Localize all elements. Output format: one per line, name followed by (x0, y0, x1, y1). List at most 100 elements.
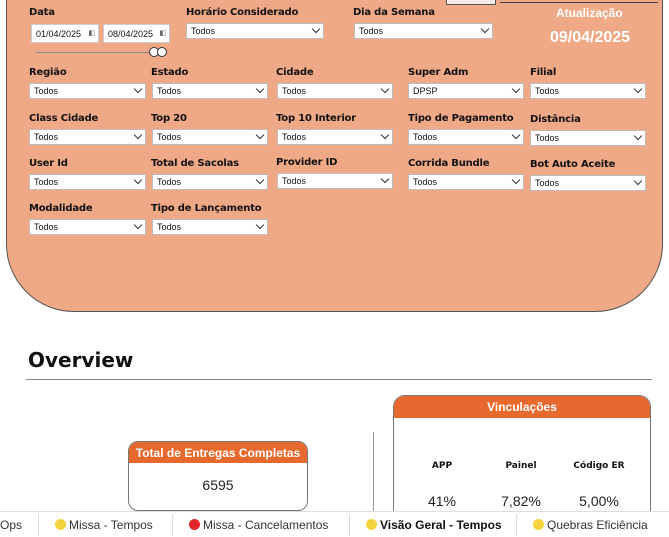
page-tab-bar: Ops Missa - Tempos Missa - Cancelamentos… (0, 511, 669, 537)
provider-id-dropdown[interactable]: Todos (277, 173, 393, 189)
tab-quebras-eficiencia[interactable]: Quebras Eficiência (533, 512, 648, 537)
column-value: 5,00% (579, 493, 619, 509)
dropdown-value: Todos (157, 177, 182, 187)
tipo-pagamento-dropdown[interactable]: Todos (408, 129, 524, 145)
top10-interior-label: Top 10 Interior (276, 113, 356, 124)
horario-label: Horário Considerado (186, 7, 299, 18)
vinculacoes-column-app: APP 41% (402, 461, 482, 509)
chevron-down-icon (133, 84, 143, 94)
dropdown-value: Todos (413, 177, 438, 187)
estado-dropdown[interactable]: Todos (152, 83, 268, 99)
top10-interior-dropdown[interactable]: Todos (277, 129, 393, 145)
tab-label: Missa - Tempos (69, 518, 153, 532)
tab-ops[interactable]: Ops (0, 512, 22, 537)
modalidade-dropdown[interactable]: Todos (29, 219, 146, 235)
top-tab-stub (446, 0, 496, 5)
regiao-dropdown[interactable]: Todos (29, 83, 146, 99)
column-label: APP (431, 461, 453, 471)
tab-missa-tempos[interactable]: Missa - Tempos (55, 512, 153, 537)
date-range-slider[interactable] (36, 52, 154, 53)
super-adm-label: Super Adm (408, 67, 469, 78)
total-sacolas-label: Total de Sacolas (151, 158, 239, 169)
chevron-down-icon (380, 174, 390, 184)
chevron-down-icon (380, 84, 390, 94)
chevron-down-icon (511, 175, 521, 185)
tab-missa-cancelamentos[interactable]: Missa - Cancelamentos (189, 512, 328, 537)
class-cidade-label: Class Cidade (29, 113, 99, 124)
chevron-down-icon (633, 84, 643, 94)
dropdown-value: Todos (34, 132, 59, 142)
tab-separator (38, 514, 39, 536)
entregas-card-value: 6595 (202, 477, 234, 493)
bot-auto-aceite-label: Bot Auto Aceite (530, 159, 616, 170)
top20-label: Top 20 (151, 113, 187, 124)
vinculacoes-card-title: Vinculações (394, 396, 650, 418)
date-end-input[interactable]: 08/04/2025 ◧ (103, 24, 170, 43)
entregas-card-title: Total de Entregas Completas (129, 442, 307, 463)
dropdown-value: Todos (34, 222, 59, 232)
dropdown-value: Todos (413, 132, 438, 142)
dropdown-value: Todos (282, 132, 307, 142)
chevron-down-icon (133, 130, 143, 140)
distancia-dropdown[interactable]: Todos (530, 130, 646, 146)
chevron-down-icon (311, 24, 321, 34)
cidade-dropdown[interactable]: Todos (277, 83, 393, 99)
vinculacoes-column-painel: Painel 7,82% (481, 461, 561, 509)
user-id-label: User Id (29, 158, 68, 169)
tipo-lancamento-dropdown[interactable]: Todos (152, 219, 268, 235)
date-end-value: 08/04/2025 (108, 29, 154, 39)
slider-handle-end[interactable] (157, 47, 167, 57)
filial-dropdown[interactable]: Todos (530, 83, 646, 99)
atualizacao-date: 09/04/2025 (550, 29, 631, 46)
chevron-down-icon (133, 220, 143, 230)
horario-dropdown[interactable]: Todos (186, 23, 324, 39)
status-dot-icon (189, 519, 200, 530)
corrida-bundle-label: Corrida Bundle (408, 158, 490, 169)
tab-visao-geral-tempos[interactable]: Visão Geral - Tempos (366, 512, 502, 537)
chevron-down-icon (133, 175, 143, 185)
tab-separator (516, 514, 517, 536)
vinculacoes-column-codigo-er: Código ER 5,00% (559, 461, 639, 509)
overview-divider (26, 379, 652, 380)
dia-semana-label: Dia da Semana (353, 7, 435, 18)
dropdown-value: Todos (34, 177, 59, 187)
tipo-lancamento-label: Tipo de Lançamento (151, 203, 262, 214)
bot-auto-aceite-dropdown[interactable]: Todos (530, 175, 646, 191)
top20-dropdown[interactable]: Todos (152, 129, 268, 145)
vertical-divider (373, 432, 374, 512)
atualizacao-label: Atualização (556, 6, 623, 20)
total-sacolas-dropdown[interactable]: Todos (152, 174, 268, 190)
chevron-down-icon (633, 131, 643, 141)
super-adm-dropdown[interactable]: DPSP (408, 83, 524, 99)
dropdown-value: DPSP (413, 86, 438, 96)
dropdown-value: Todos (535, 178, 560, 188)
dropdown-value: Todos (535, 86, 560, 96)
tab-label: Quebras Eficiência (547, 518, 648, 532)
corrida-bundle-dropdown[interactable]: Todos (408, 174, 524, 190)
class-cidade-dropdown[interactable]: Todos (29, 129, 146, 145)
dropdown-value: Todos (191, 26, 216, 36)
date-start-value: 01/04/2025 (36, 29, 82, 39)
calendar-icon[interactable]: ◧ (159, 30, 166, 37)
cidade-label: Cidade (276, 67, 314, 78)
chevron-down-icon (255, 175, 265, 185)
user-id-dropdown[interactable]: Todos (29, 174, 146, 190)
column-label: Painel (505, 461, 537, 471)
dia-semana-dropdown[interactable]: Todos (354, 23, 493, 39)
date-filter-label: Data (29, 7, 55, 18)
dropdown-value: Todos (282, 176, 307, 186)
vinculacoes-card: Vinculações APP 41% Painel 7,82% Código … (393, 395, 651, 525)
dropdown-value: Todos (157, 132, 182, 142)
chevron-down-icon (480, 24, 490, 34)
tab-separator (349, 514, 350, 536)
chevron-down-icon (511, 84, 521, 94)
dropdown-value: Todos (157, 86, 182, 96)
overview-title: Overview (28, 348, 134, 372)
calendar-icon[interactable]: ◧ (88, 30, 95, 37)
tab-separator (172, 514, 173, 536)
column-label: Código ER (573, 461, 625, 471)
chevron-down-icon (380, 130, 390, 140)
date-start-input[interactable]: 01/04/2025 ◧ (31, 24, 99, 43)
dropdown-value: Todos (359, 26, 384, 36)
